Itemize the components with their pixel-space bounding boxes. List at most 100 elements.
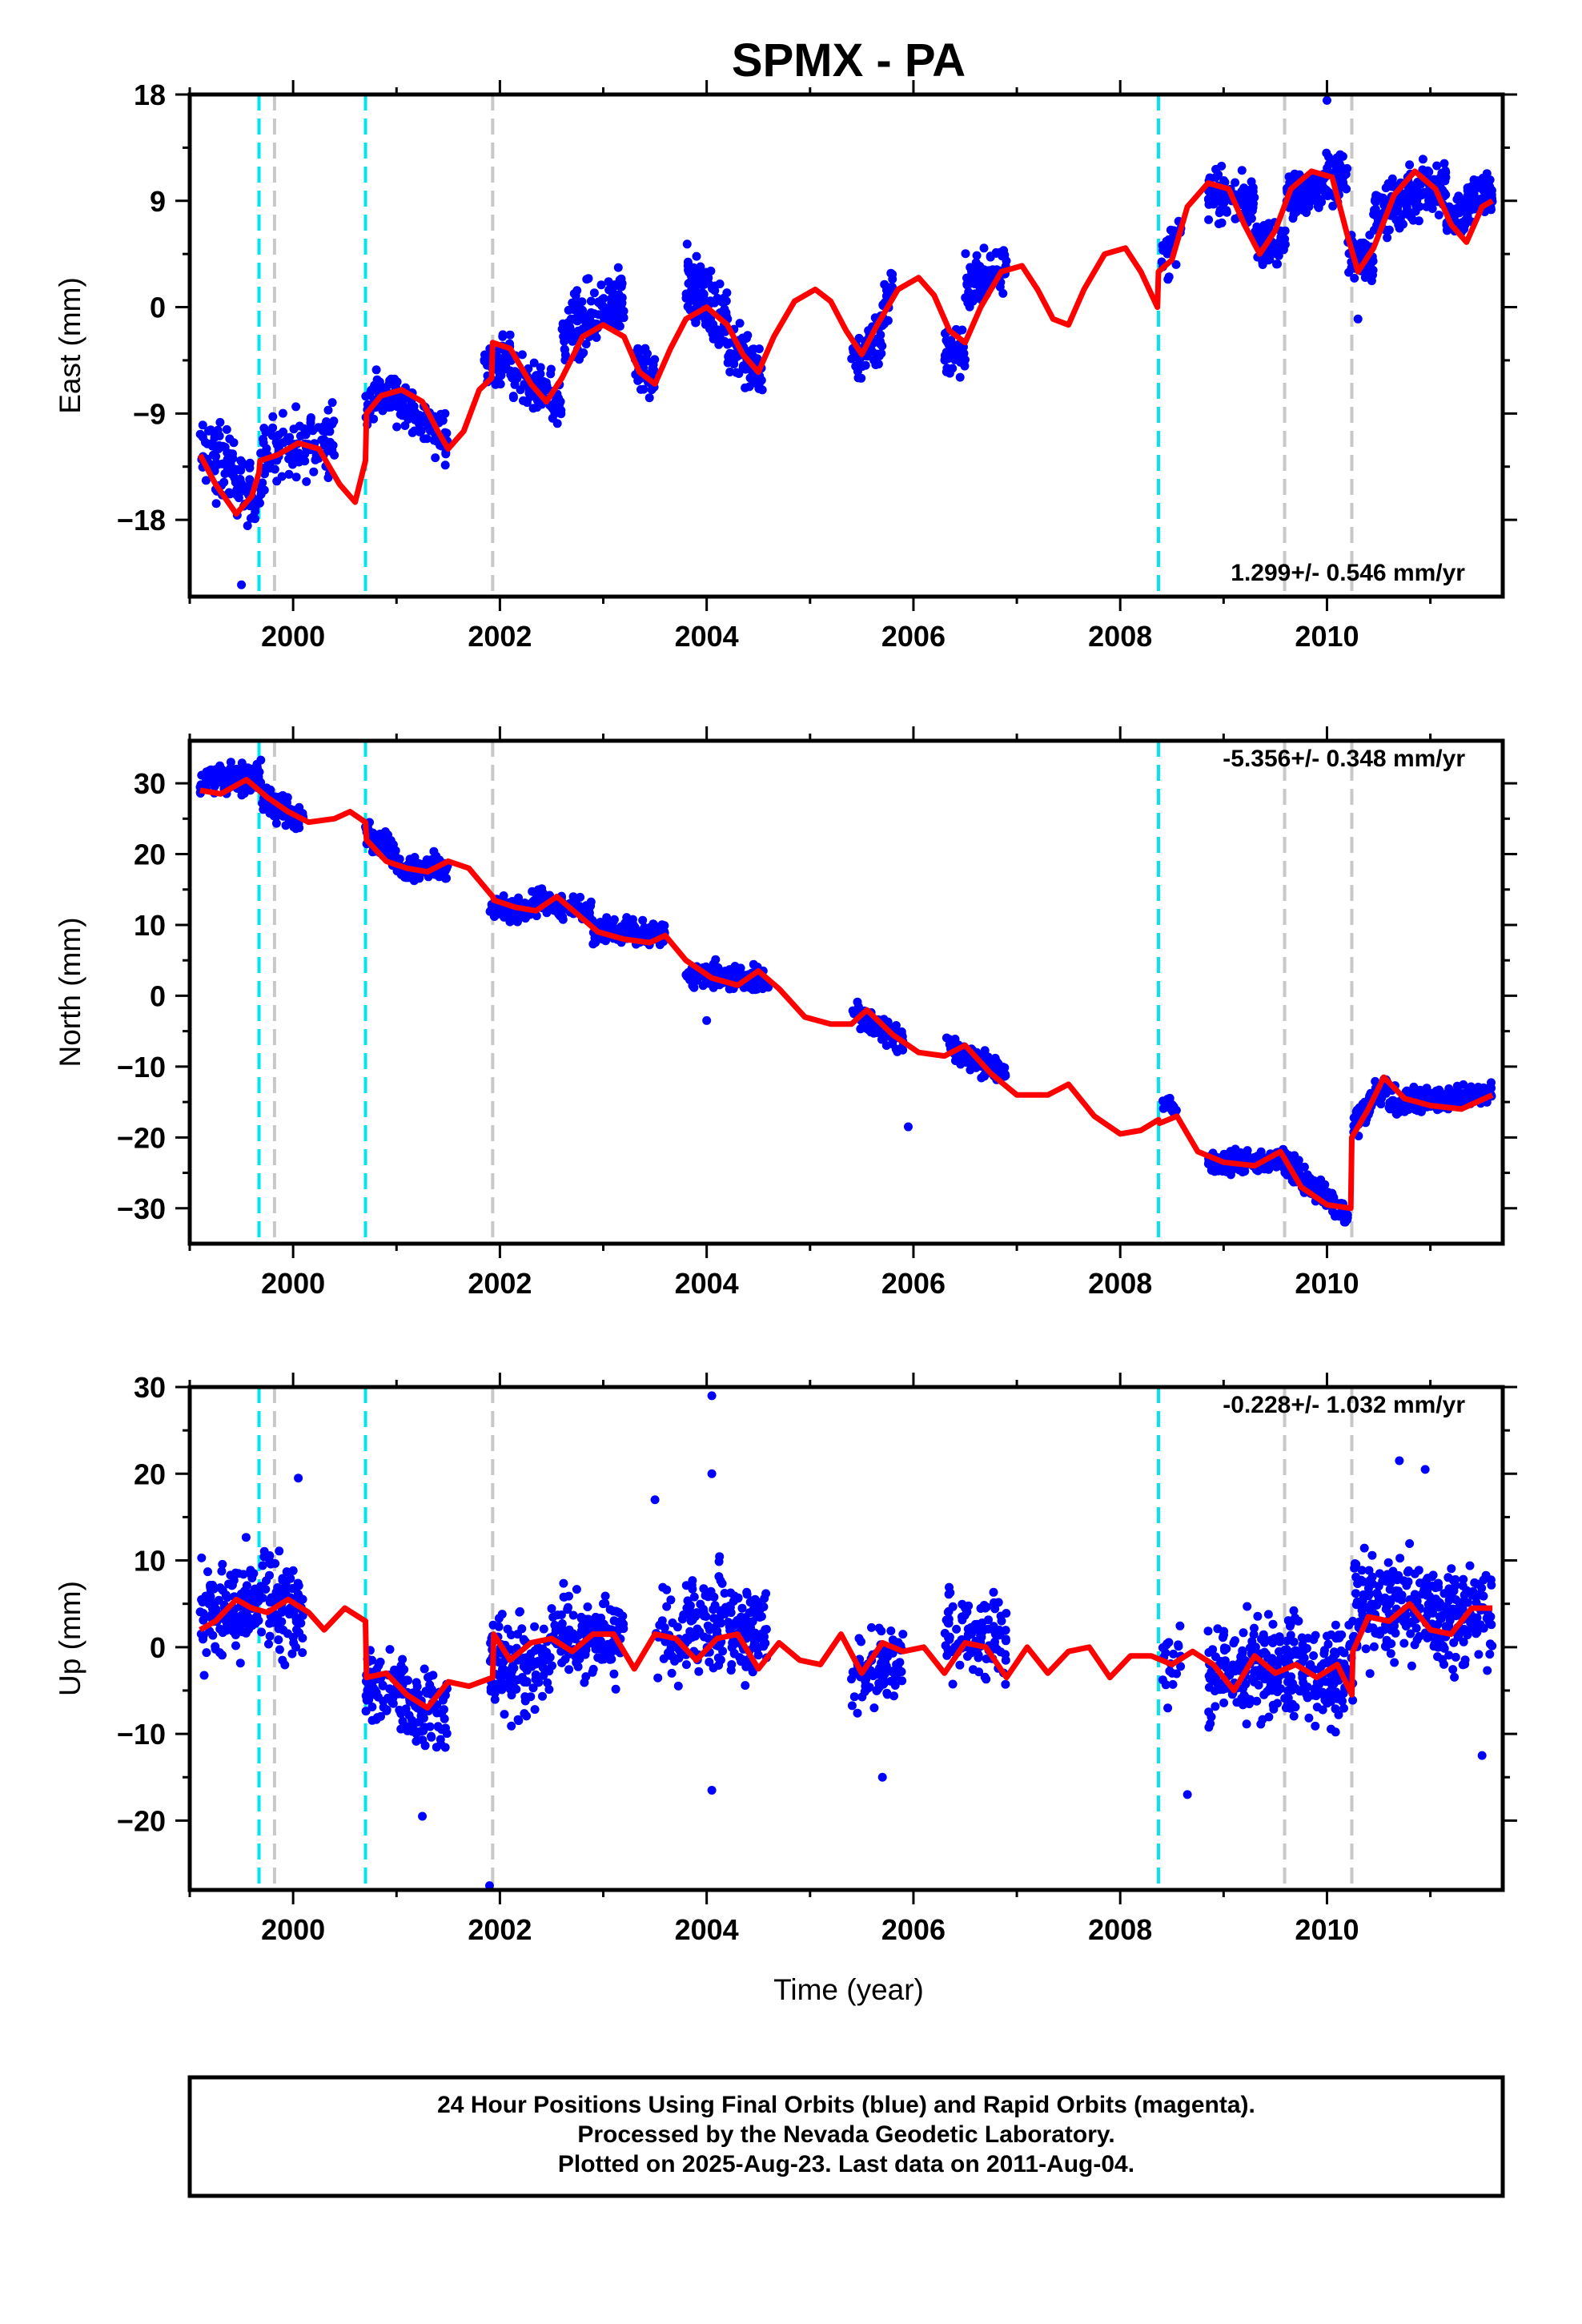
up-data-point: [847, 1701, 857, 1711]
up-data-point: [252, 1611, 262, 1621]
up-data-point: [440, 1743, 450, 1752]
east-data-point: [296, 431, 305, 440]
east-data-point: [529, 358, 539, 368]
up-data-point: [526, 1649, 536, 1659]
up-data-point: [258, 1593, 267, 1602]
up-data-point: [231, 1623, 241, 1633]
up-data-point: [1161, 1680, 1170, 1690]
up-data-point: [274, 1635, 283, 1645]
east-data-point: [224, 488, 234, 497]
east-data-point: [1310, 196, 1319, 205]
north-data-point: [226, 763, 235, 773]
east-data-point: [681, 289, 691, 299]
up-data-point: [296, 1618, 306, 1628]
up-data-point: [853, 1708, 862, 1718]
east-data-point: [566, 329, 576, 339]
east-data-point: [261, 428, 271, 437]
east-data-point: [232, 485, 242, 495]
east-data-point: [294, 448, 303, 458]
east-data-point: [738, 364, 748, 373]
east-data-point: [392, 377, 402, 387]
up-data-point: [1259, 1634, 1269, 1643]
up-data-point: [568, 1610, 578, 1620]
up-data-point: [438, 1724, 448, 1734]
east-data-point: [327, 420, 337, 429]
up-data-point: [686, 1630, 696, 1640]
east-data-point: [440, 460, 450, 470]
east-data-point: [585, 313, 594, 323]
east-data-point: [568, 315, 578, 324]
north-model-line: [199, 777, 1494, 1212]
up-data-point: [689, 1592, 699, 1602]
north-data-point: [602, 913, 612, 923]
east-data-point: [876, 330, 885, 340]
up-data-point: [718, 1647, 728, 1656]
up-data-point: [609, 1669, 619, 1679]
east-data-point: [207, 426, 216, 436]
up-data-point: [1213, 1624, 1223, 1634]
east-data-point: [243, 521, 252, 530]
east-data-point: [742, 333, 751, 343]
up-data-point: [427, 1731, 436, 1741]
up-data-point: [247, 1621, 257, 1630]
east-data-point: [410, 426, 420, 436]
north-y-tick-label: 30: [134, 767, 166, 800]
east-data-point: [259, 485, 269, 495]
up-data-point: [1339, 1648, 1349, 1658]
north-data-point: [856, 1024, 865, 1034]
east-data-point: [693, 274, 702, 283]
up-data-point: [291, 1642, 300, 1652]
east-data-point: [578, 305, 587, 315]
up-data-point: [508, 1673, 517, 1683]
up-data-point: [604, 1624, 613, 1634]
east-data-point: [1331, 163, 1341, 173]
up-data-point: [745, 1629, 754, 1638]
up-data-point: [1245, 1643, 1255, 1653]
up-data-point: [543, 1678, 552, 1687]
north-data-point: [986, 1057, 996, 1066]
up-data-point: [385, 1645, 395, 1655]
east-data-point: [735, 319, 745, 328]
east-data-point: [244, 481, 254, 491]
up-data-point: [857, 1637, 865, 1647]
east-x-tick-label: 2002: [468, 620, 532, 653]
up-data-point: [716, 1655, 725, 1665]
up-data-point: [199, 1671, 209, 1680]
east-data-point: [1439, 159, 1449, 168]
east-data-point: [284, 469, 294, 479]
up-data-point: [596, 1644, 605, 1654]
east-data-point: [392, 402, 402, 412]
north-data-point: [660, 921, 669, 931]
up-data-point: [867, 1622, 876, 1632]
east-data-point: [495, 370, 504, 380]
up-data-point: [581, 1672, 591, 1682]
up-data-point: [419, 1713, 428, 1723]
up-data-point: [660, 1623, 669, 1632]
east-data-point: [871, 360, 881, 369]
up-data-point: [287, 1649, 297, 1659]
east-data-point: [396, 392, 406, 401]
east-data-point: [414, 419, 424, 428]
east-data-point: [1241, 196, 1251, 206]
east-data-point: [431, 453, 440, 463]
north-data-point: [998, 1062, 1007, 1072]
east-data-point: [1362, 272, 1371, 281]
up-data-point: [990, 1598, 998, 1607]
north-data-point: [290, 818, 299, 827]
east-data-point: [519, 396, 528, 405]
east-data-point: [729, 356, 738, 365]
east-data-point: [991, 248, 1001, 258]
up-data-point: [1268, 1638, 1278, 1647]
up-data-point: [275, 1546, 284, 1556]
east-data-point: [1303, 178, 1312, 187]
up-data-point: [507, 1721, 516, 1731]
east-data-point: [1411, 207, 1420, 215]
east-data-point: [1401, 192, 1411, 202]
east-data-point: [976, 267, 986, 277]
up-data-point: [383, 1693, 392, 1703]
up-data-point: [528, 1683, 538, 1693]
east-data-point: [1258, 258, 1267, 267]
up-data-point: [950, 1642, 960, 1652]
east-y-tick-label: 18: [134, 78, 166, 111]
east-data-point: [1203, 195, 1213, 203]
